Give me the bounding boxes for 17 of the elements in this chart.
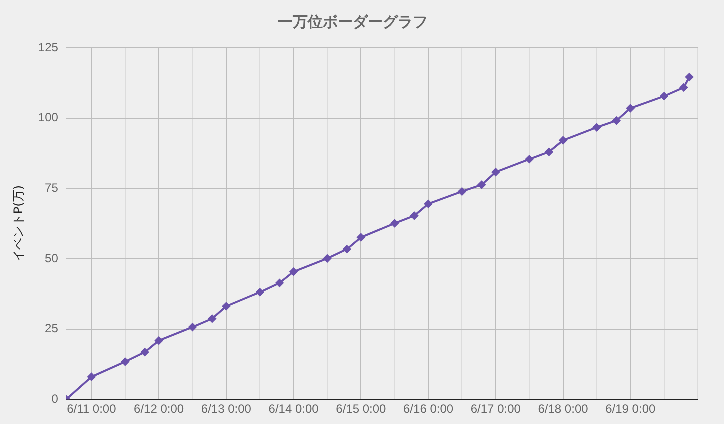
x-tick-label: 6/12 0:00 (134, 402, 184, 416)
y-tick-label: 25 (45, 322, 59, 336)
y-tick-label: 0 (52, 392, 59, 406)
x-tick-label: 6/14 0:00 (268, 402, 320, 416)
x-tick-label: 6/13 0:00 (201, 402, 252, 416)
x-tick-label: 6/19 0:00 (606, 402, 656, 416)
x-tick-label: 6/18 0:00 (538, 402, 589, 416)
chart-title: 一万位ボーダーグラフ (278, 12, 428, 31)
y-tick-label: 125 (38, 40, 59, 54)
x-tick-label: 6/15 0:00 (336, 402, 387, 416)
x-tick-label: 6/11 0:00 (67, 402, 117, 416)
y-tick-label: 100 (38, 110, 59, 125)
y-tick-label: 50 (45, 251, 59, 266)
x-tick-label: 6/17 0:00 (470, 402, 522, 416)
y-axis-title: イベントP(万) (11, 185, 26, 262)
y-tick-label: 75 (45, 180, 59, 195)
x-tick-label: 6/16 0:00 (404, 402, 454, 416)
